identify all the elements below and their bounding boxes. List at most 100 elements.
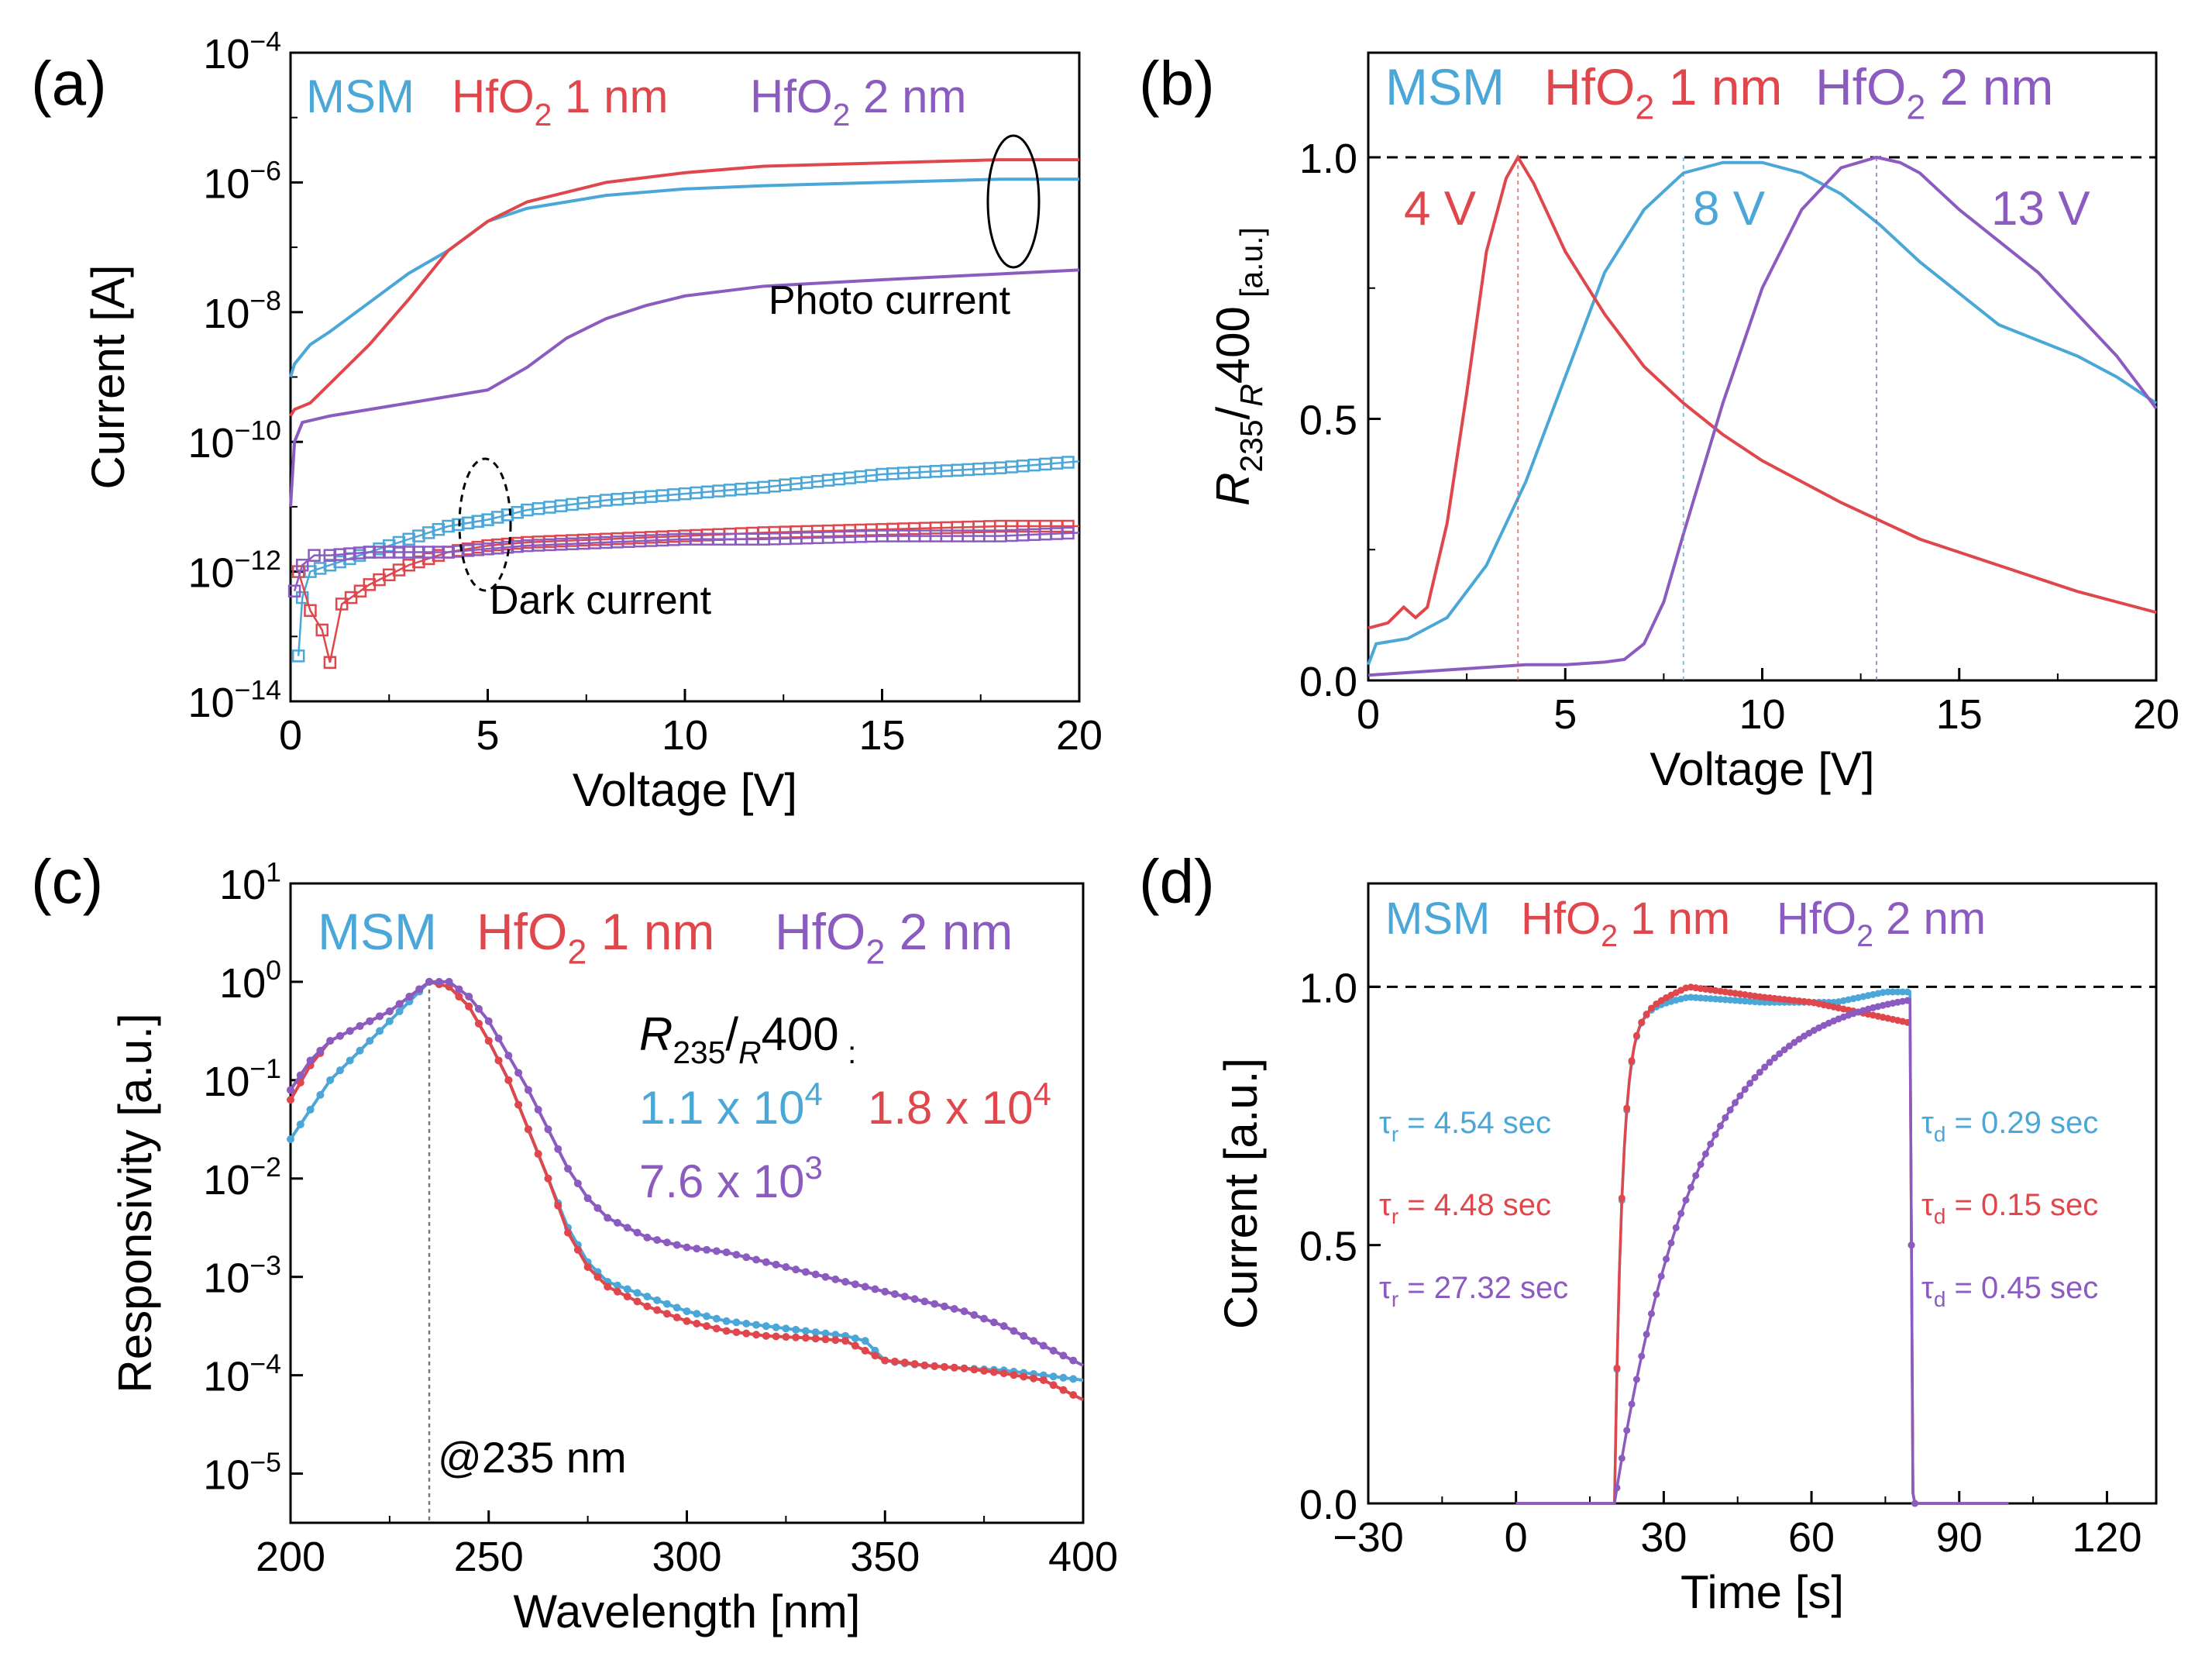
data-point [1049, 1381, 1058, 1389]
data-point-square [333, 548, 346, 561]
data-point [732, 1318, 741, 1327]
data-point [504, 1052, 513, 1060]
legend-entry: MSM [1385, 894, 1490, 944]
data-point [881, 1356, 889, 1365]
data-point [474, 1019, 483, 1028]
tau-label: τd = 0.29 sec [1921, 1106, 2098, 1146]
data-point-square [296, 591, 309, 604]
data-point [1643, 1011, 1650, 1018]
data-point [861, 1337, 869, 1345]
data-point [1904, 988, 1911, 996]
series-line [1367, 155, 2158, 677]
data-point [494, 1034, 503, 1042]
data-point [1732, 1099, 1739, 1107]
panel-label-c: (c) [31, 847, 103, 916]
legend-entry: HfO2 2 nm [775, 903, 1013, 971]
data-point [693, 1310, 701, 1318]
data-point-square [421, 546, 435, 559]
data-point [1697, 1161, 1705, 1169]
series-line [1367, 160, 2158, 666]
data-point [1059, 1386, 1068, 1394]
data-point [1904, 997, 1911, 1004]
data-point [1884, 988, 1892, 996]
data-point [1780, 1046, 1788, 1054]
data-point [1059, 1373, 1068, 1382]
x-tick-label: 20 [1056, 712, 1103, 759]
y-tick-label: 10−4 [203, 26, 281, 77]
data-point [1657, 1272, 1665, 1280]
data-point [693, 1245, 701, 1253]
ratio-value: 7.6 x 103 [639, 1149, 823, 1207]
y-tick-label: 10−12 [187, 545, 281, 597]
peak-label: 8 V [1693, 182, 1766, 236]
data-point [623, 1224, 631, 1232]
data-point [385, 1017, 394, 1025]
data-point [455, 992, 463, 1000]
data-point-square [412, 555, 425, 569]
data-point-square [1061, 519, 1075, 533]
data-point [346, 1056, 354, 1065]
data-point-square [442, 519, 455, 533]
data-point [494, 1056, 503, 1065]
data-point [1667, 1239, 1675, 1247]
series-line [297, 460, 1080, 656]
data-point [604, 1214, 612, 1222]
tau-label: τr = 4.54 sec [1379, 1106, 1551, 1146]
data-point-square [481, 513, 494, 526]
data-point [435, 977, 443, 986]
data-point [703, 1245, 711, 1254]
data-point-square [291, 649, 305, 663]
series-line [1515, 985, 2009, 1505]
data-point [1736, 1092, 1744, 1100]
dark-current-label: Dark current [490, 578, 712, 623]
data-point [772, 1323, 780, 1331]
y-tick-label: 10−2 [203, 1152, 281, 1204]
panel-label-a: (a) [31, 49, 107, 118]
data-point [881, 1287, 889, 1296]
ratio-value: 1.1 x 104 [639, 1076, 823, 1134]
data-point [752, 1331, 761, 1339]
data-point [1761, 1063, 1769, 1071]
data-point [762, 1331, 770, 1340]
data-point [1889, 988, 1897, 996]
panel-a: 0 5 10 15 20 Voltage [V] 10−14 10−12 10−10 10−8 10… [31, 26, 1103, 816]
y-tick-label: 10−3 [203, 1250, 281, 1302]
data-point [1785, 1042, 1793, 1050]
data-point [524, 1086, 532, 1094]
data-point [1632, 1376, 1640, 1383]
data-point [1638, 1018, 1646, 1026]
data-point-square [490, 542, 504, 555]
data-point [1059, 1352, 1068, 1360]
data-point [1899, 988, 1907, 996]
data-point [920, 1297, 929, 1306]
data-point [811, 1334, 820, 1343]
legend-entry: HfO2 1 nm [1521, 894, 1730, 953]
data-point [1647, 1310, 1655, 1317]
x-tick-label: 350 [850, 1534, 920, 1580]
data-point-square [304, 604, 317, 618]
data-point-square [344, 591, 358, 604]
x-axis-label: Voltage [V] [573, 764, 797, 816]
data-point [792, 1325, 800, 1334]
panel-label-d: (d) [1139, 847, 1215, 916]
data-point [1756, 998, 1763, 1006]
data-point [673, 1241, 681, 1249]
data-point [712, 1324, 721, 1333]
data-point-square [1061, 526, 1075, 540]
data-point-square [402, 546, 415, 559]
data-point [376, 1027, 384, 1035]
series-line [1515, 998, 2009, 1505]
data-point [1653, 1290, 1660, 1298]
data-point [989, 1368, 998, 1376]
data-point [633, 1289, 642, 1297]
data-point [841, 1337, 850, 1345]
data-point [1776, 1050, 1784, 1058]
data-point [346, 1027, 354, 1035]
photo-current-ellipse [986, 134, 1041, 269]
peak-label: 4 V [1404, 182, 1477, 236]
data-point-square [323, 656, 337, 670]
data-point [861, 1346, 869, 1355]
data-point [1020, 1331, 1028, 1340]
data-point [484, 1017, 493, 1025]
data-point [861, 1283, 869, 1291]
